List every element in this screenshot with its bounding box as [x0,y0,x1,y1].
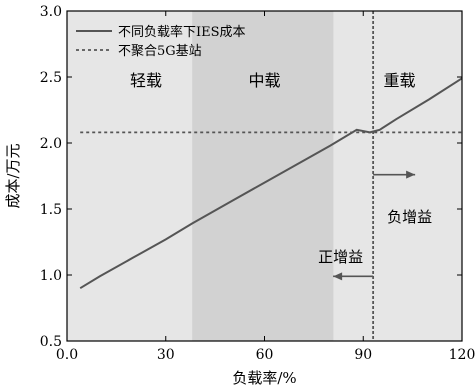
y-tick-label-1: 1.0 [40,268,62,284]
y-tick-label-0: 0.5 [40,334,62,350]
y-tick-label-2: 1.5 [40,202,62,218]
legend-label-1: 不聚合5G基站 [118,44,202,59]
annotation-arrow-head-0 [406,170,416,179]
region-band-2 [333,11,462,341]
series-line-0 [79,77,463,290]
region-label-0: 轻载 [130,71,162,90]
series-group [79,11,463,341]
region-band-1 [192,11,334,341]
load-regions: 轻载 中载 重载 [67,11,462,341]
x-tick-label-0: 0.0 [56,347,78,363]
annotation-label-0: 负增益 [387,208,432,226]
x-tick-label-1: 30 [157,347,175,363]
y-axis-title: 成本/万元 [4,143,22,208]
y-tick-label-3: 2.0 [40,136,62,152]
x-tick-label-2: 60 [256,347,274,363]
region-label-1: 中载 [248,71,280,90]
x-tick-label-3: 90 [354,347,372,363]
x-tick-label-4: 120 [449,347,476,363]
x-axis-title: 负载率/% [232,369,296,387]
annotation-label-1: 正增益 [318,248,363,266]
legend-label-0: 不同负载率下IES成本 [118,24,246,40]
y-tick-label-5: 3.0 [40,4,62,20]
region-label-2: 重载 [383,71,415,90]
annotation-arrow-head-1 [333,272,343,281]
y-tick-label-4: 2.5 [40,70,62,86]
region-band-0 [67,11,193,341]
axes: 0.0 30 60 90 120 0.5 1.0 1.5 2.0 2.5 3.0 负载率/% 成本/万元 [4,4,475,387]
